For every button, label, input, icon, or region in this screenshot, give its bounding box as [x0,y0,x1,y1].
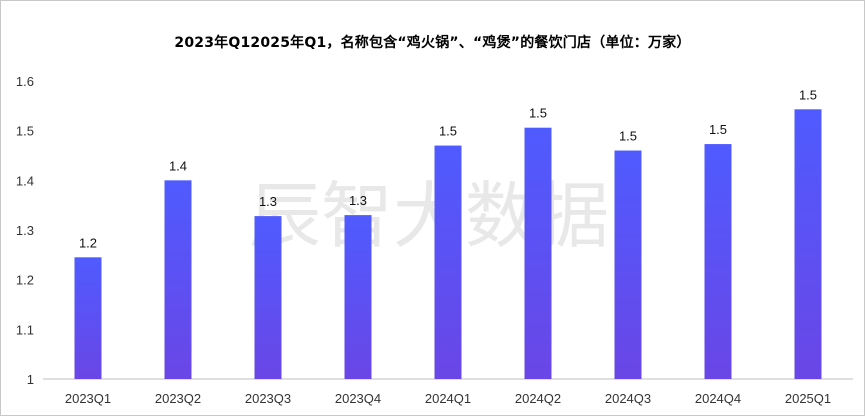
data-label: 1.4 [169,158,187,173]
x-tick-label: 2023Q4 [335,391,381,406]
data-label: 1.5 [709,122,727,137]
y-axis: 1 1.1 1.2 1.3 1.4 1.5 1.6 [16,74,34,387]
x-tick-label: 2023Q1 [65,391,111,406]
bar [164,180,192,379]
y-tick-label: 1 [27,372,34,387]
bar [614,150,642,379]
chart-title: 2023年Q12025年Q1，名称包含“鸡火锅”、“鸡煲”的餐饮门店（单位：万家… [174,35,691,51]
bar [524,127,552,379]
y-tick-label: 1.4 [16,173,34,188]
x-tick-label: 2024Q4 [695,391,741,406]
bar [794,109,822,379]
data-labels: 1.2 1.4 1.3 1.3 1.5 1.5 1.5 1.5 1.5 [79,87,817,250]
y-tick-label: 1.3 [16,223,34,238]
data-label: 1.5 [619,129,637,144]
y-tick-label: 1.5 [16,124,34,139]
bar [254,216,282,379]
bar [434,145,462,379]
x-tick-label: 2025Q1 [785,391,831,406]
data-label: 1.2 [79,235,97,250]
x-tick-label: 2024Q3 [605,391,651,406]
y-tick-label: 1.6 [16,74,34,89]
x-tick-label: 2024Q2 [515,391,561,406]
watermark: 辰智大数据 [249,174,609,258]
bars [74,109,822,379]
data-label: 1.5 [439,124,457,139]
x-tick-label: 2023Q2 [155,391,201,406]
data-label: 1.3 [259,194,277,209]
y-tick-label: 1.2 [16,273,34,288]
x-tick-label: 2023Q3 [245,391,291,406]
bar [344,215,372,379]
bar [74,257,102,379]
x-tick-label: 2024Q1 [425,391,471,406]
data-label: 1.3 [349,193,367,208]
y-tick-label: 1.1 [16,322,34,337]
data-label: 1.5 [799,87,817,102]
x-axis: 2023Q1 2023Q2 2023Q3 2023Q4 2024Q1 2024Q2 2024… [65,391,831,406]
bar [704,144,732,379]
data-label: 1.5 [529,106,547,121]
